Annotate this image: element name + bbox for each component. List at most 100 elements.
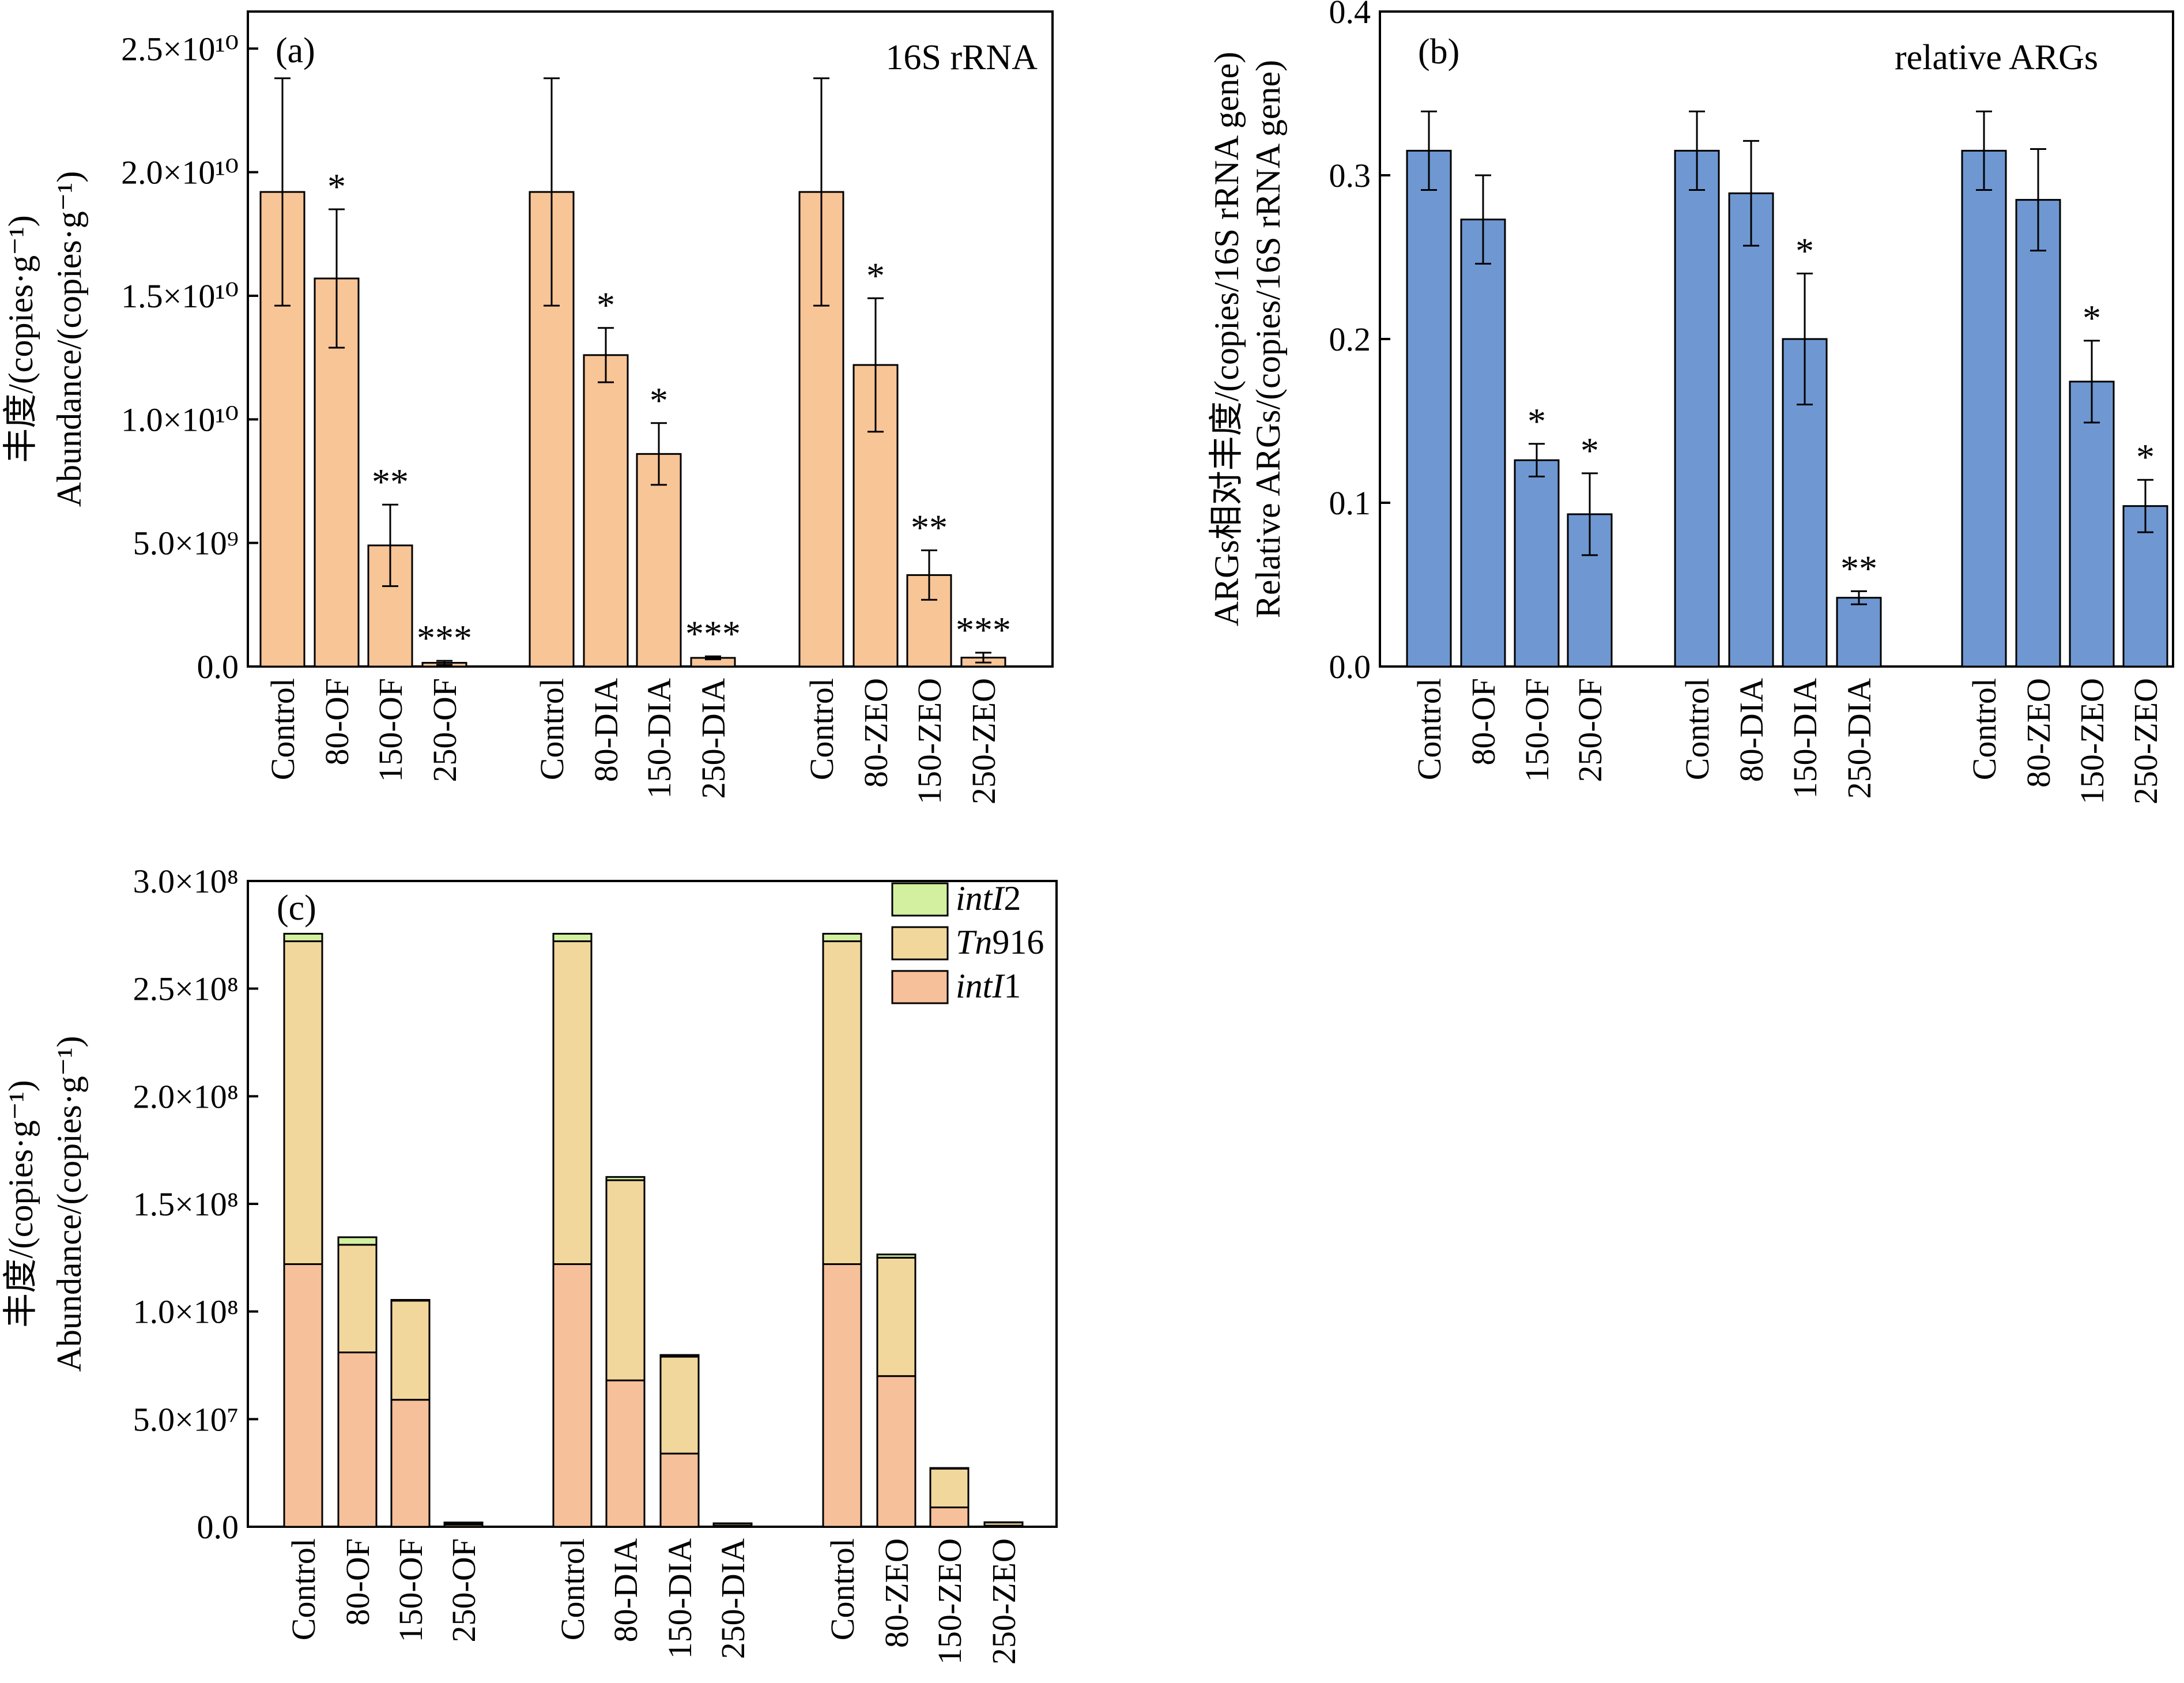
y-tick-label: 2.0×10⁸ [133,1078,239,1115]
x-category-label: 250-ZEO [965,678,1002,804]
panel-a: 0.0 5.0×10⁹ 1.0×10¹⁰ 1.5×10¹⁰ 2.0×10¹⁰ 2.5×10… [2,10,1054,804]
x-category-label: Control [285,1538,322,1640]
legend-label-italic: intI [956,879,1005,917]
y-tick-label: 2.5×10¹⁰ [121,30,239,67]
y-axis-label-cn: 丰度/(copies·g⁻¹) [2,215,40,463]
y-axis-label-en: Abundance/(copies·g⁻¹) [50,1036,88,1372]
legend-swatch-Tn916 [891,926,949,961]
y-tick-label: 5.0×10⁷ [133,1400,239,1438]
y-axis-label-cn: ARGs相对丰度/(copies/16S rRNA gene) [1208,52,1246,627]
significance-mark: *** [417,618,472,658]
stack-segment-intI1 [283,1263,323,1528]
bar [1460,219,1506,668]
stack-segment-intI2 [283,932,323,943]
x-category-label: 80-DIA [1733,678,1770,782]
stack-segment-intI1 [929,1506,970,1528]
stack-segment-intI1 [337,1351,378,1528]
x-category-label: 80-OF [1465,678,1502,765]
stack-segment-intI1 [659,1452,700,1528]
x-category-label: 250-OF [426,678,463,782]
stack-segment-intI1 [605,1379,646,1528]
y-tick-label: 5.0×10⁹ [133,525,239,562]
stack-segment-intI1 [822,1263,862,1528]
stack-segment-Tn916 [390,1300,431,1401]
stack-segment-intI1 [876,1375,916,1528]
x-category-label: 250-OF [445,1538,482,1642]
y-tick-label: 0.1 [1329,484,1371,522]
x-category-label: 80-OF [318,678,356,765]
bar [1728,192,1774,668]
bar [636,453,682,668]
stack-segment-intI2 [712,1522,753,1525]
stack-segment-Tn916 [283,940,323,1266]
x-category-label: 80-OF [339,1538,376,1625]
panel-title: 16S rRNA [885,38,1038,77]
panel-label: (a) [276,31,315,70]
y-tick-label: 0.0 [1329,648,1371,686]
significance-mark: * [597,285,615,326]
y-tick-label: 2.5×10⁸ [133,970,239,1008]
legend-swatch-intI2 [891,882,949,917]
x-category-label: Control [1678,678,1716,780]
significance-mark: ** [1840,548,1877,589]
x-category-label: 150-ZEO [911,678,948,804]
y-tick-label: 0.0 [197,1508,239,1546]
stack-segment-intI2 [659,1354,700,1358]
x-category-label: 250-OF [1571,678,1609,782]
x-category-label: Control [803,678,840,780]
stack-segment-intI2 [929,1467,970,1470]
stack-segment-Tn916 [605,1179,646,1381]
bar [1961,149,2007,668]
x-category-label: 80-DIA [587,678,625,782]
y-tick-label: 0.0 [197,648,239,686]
x-category-label: 150-OF [392,1538,429,1642]
x-category-label: Control [824,1538,861,1640]
panel-c: 0.0 5.0×10⁷ 1.0×10⁸ 1.5×10⁸ 2.0×10⁸ 2.5×10⁸ 3.… [2,863,1058,1665]
stack-segment-intI2 [876,1253,916,1259]
x-category-label: Control [533,678,571,780]
stack-segment-intI2 [605,1176,646,1181]
bar [1514,459,1560,668]
x-category-label: 250-DIA [695,678,732,799]
significance-mark: * [1581,430,1599,471]
stack-segment-intI2 [390,1299,431,1302]
legend-label-italic: Tn [956,923,992,961]
legend-label-italic: intI [956,967,1005,1005]
x-category-label: 150-OF [1518,678,1556,782]
x-category-label: 150-DIA [640,678,678,799]
significance-mark: * [1527,401,1546,442]
bar [2069,381,2115,668]
y-tick-label: 0.2 [1329,321,1371,358]
stack-segment-Tn916 [822,940,862,1266]
legend-label-plain: 1 [1004,967,1021,1005]
stack-segment-intI2 [337,1236,378,1246]
significance-mark: * [1796,230,1814,271]
x-category-label: 250-DIA [1840,678,1878,799]
x-category-label: Control [554,1538,591,1640]
significance-mark: * [327,166,346,207]
x-category-label: Control [264,678,301,780]
x-category-label: 250-DIA [714,1538,752,1659]
legend-label-Tn916: Tn916 [956,923,1044,961]
bar [1406,149,1452,668]
bar [1782,338,1828,668]
legend-label-plain: 916 [992,923,1044,961]
bar [2015,199,2061,668]
y-tick-label: 1.5×10¹⁰ [121,277,239,315]
significance-mark: * [2083,298,2101,338]
x-category-label: 150-OF [372,678,409,782]
panel-label: (b) [1418,32,1459,71]
stack-segment-intI1 [552,1263,593,1528]
significance-mark: ** [372,461,409,502]
panel-b: 0.0 0.1 0.2 0.3 0.4 ARGs相对丰度/(copies/16S rRNA… [1208,0,2174,804]
significance-mark: * [650,380,668,421]
bar [583,354,629,668]
x-category-label: 80-ZEO [857,678,895,788]
y-tick-label: 0.3 [1329,157,1371,194]
x-category-label: 250-ZEO [985,1538,1023,1665]
stack-segment-Tn916 [552,940,593,1266]
bar [1674,149,1720,668]
x-category-label: 150-DIA [1786,678,1824,799]
y-tick-label: 2.0×10¹⁰ [121,154,239,191]
stack-segment-Tn916 [876,1256,916,1377]
